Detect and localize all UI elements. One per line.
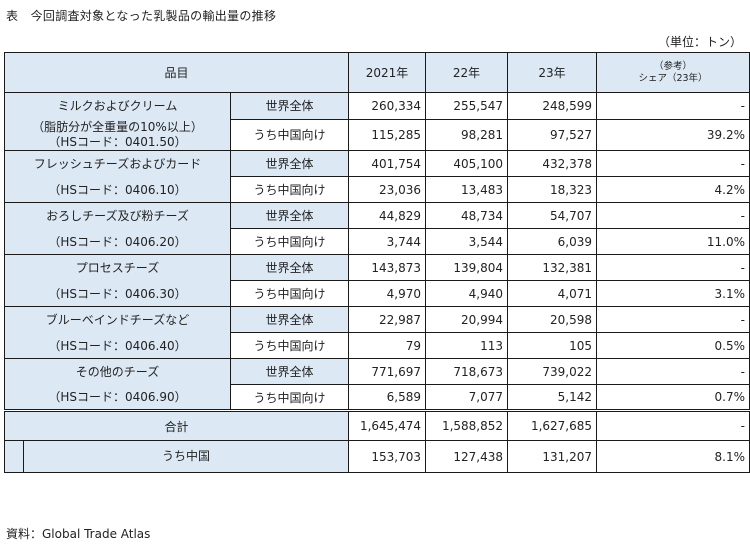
value-share: 3.1% bbox=[596, 280, 750, 307]
product-name: フレッシュチーズおよびカード bbox=[4, 150, 231, 177]
scope-world: 世界全体 bbox=[229, 202, 350, 229]
indent-spacer bbox=[5, 441, 23, 472]
scope-china: うち中国向け bbox=[229, 176, 350, 203]
value-22: 13,483 bbox=[425, 176, 509, 203]
value-23: 4,071 bbox=[507, 280, 598, 307]
product-detail: （脂肪分が全重量の10%以上） （HSコード：0401.50） bbox=[4, 119, 231, 151]
value-share: - bbox=[596, 306, 750, 333]
hs-code: （HSコード：0406.40） bbox=[4, 332, 231, 359]
header-23: 23年 bbox=[507, 52, 598, 93]
table-title: 表 今回調査対象となった乳製品の輸出量の推移 bbox=[6, 9, 277, 23]
value-share: 4.2% bbox=[596, 176, 750, 203]
value-2021: 3,744 bbox=[348, 228, 427, 255]
product-name: おろしチーズ及び粉チーズ bbox=[4, 202, 231, 229]
value-23: 132,381 bbox=[507, 254, 598, 281]
header-2021: 2021年 bbox=[348, 52, 427, 93]
value-2021: 22,987 bbox=[348, 306, 427, 333]
value-share: - bbox=[596, 254, 750, 281]
scope-world: 世界全体 bbox=[229, 254, 350, 281]
scope-china: うち中国向け bbox=[229, 332, 350, 359]
scope-world: 世界全体 bbox=[229, 92, 350, 120]
china-total-2021: 153,703 bbox=[348, 440, 427, 473]
value-22: 139,804 bbox=[425, 254, 509, 281]
china-total-22: 127,438 bbox=[425, 440, 509, 473]
product-name: その他のチーズ bbox=[4, 358, 231, 385]
product-name-line2: （脂肪分が全重量の10%以上） bbox=[32, 120, 203, 134]
total-label: 合計 bbox=[3, 409, 350, 441]
value-2021: 4,970 bbox=[348, 280, 427, 307]
scope-china: うち中国向け bbox=[229, 228, 350, 255]
value-22: 718,673 bbox=[425, 358, 509, 385]
scope-china: うち中国向け bbox=[229, 384, 350, 411]
value-22: 255,547 bbox=[425, 92, 509, 120]
hs-code: （HSコード：0401.50） bbox=[48, 135, 187, 149]
value-22: 7,077 bbox=[425, 384, 509, 411]
value-23: 20,598 bbox=[507, 306, 598, 333]
value-share: - bbox=[596, 150, 750, 177]
total-share: - bbox=[596, 409, 750, 441]
value-23: 432,378 bbox=[507, 150, 598, 177]
value-23: 105 bbox=[507, 332, 598, 359]
china-total-label-cell: うち中国 bbox=[3, 440, 350, 473]
value-2021: 6,589 bbox=[348, 384, 427, 411]
header-share: （参考） シェア（23年） bbox=[596, 52, 750, 93]
china-total-label: うち中国 bbox=[23, 441, 348, 472]
value-share: 11.0% bbox=[596, 228, 750, 255]
value-23: 739,022 bbox=[507, 358, 598, 385]
value-share: 39.2% bbox=[596, 118, 750, 151]
value-22: 4,940 bbox=[425, 280, 509, 307]
value-23: 5,142 bbox=[507, 384, 598, 411]
value-22: 405,100 bbox=[425, 150, 509, 177]
china-total-23: 131,207 bbox=[507, 440, 598, 473]
scope-world: 世界全体 bbox=[229, 358, 350, 385]
value-2021: 44,829 bbox=[348, 202, 427, 229]
value-share: - bbox=[596, 202, 750, 229]
china-total-share: 8.1% bbox=[596, 440, 750, 473]
value-22: 3,544 bbox=[425, 228, 509, 255]
value-2021: 143,873 bbox=[348, 254, 427, 281]
header-item: 品目 bbox=[3, 52, 350, 93]
scope-world: 世界全体 bbox=[229, 150, 350, 177]
value-2021: 771,697 bbox=[348, 358, 427, 385]
total-2021: 1,645,474 bbox=[348, 409, 427, 441]
value-22: 48,734 bbox=[425, 202, 509, 229]
value-22: 98,281 bbox=[425, 118, 509, 151]
unit-label: （単位：トン） bbox=[657, 35, 742, 49]
hs-code: （HSコード：0406.90） bbox=[4, 384, 231, 411]
scope-china: うち中国向け bbox=[229, 280, 350, 307]
total-22: 1,588,852 bbox=[425, 409, 509, 441]
value-share: - bbox=[596, 92, 750, 120]
value-2021: 79 bbox=[348, 332, 427, 359]
value-share: 0.7% bbox=[596, 384, 750, 411]
product-name: プロセスチーズ bbox=[4, 254, 231, 281]
header-share-line2: シェア（23年） bbox=[638, 72, 708, 84]
value-2021: 23,036 bbox=[348, 176, 427, 203]
product-name-line1: ミルクおよびクリーム bbox=[57, 99, 178, 113]
value-23: 6,039 bbox=[507, 228, 598, 255]
hs-code: （HSコード：0406.30） bbox=[4, 280, 231, 307]
value-2021: 401,754 bbox=[348, 150, 427, 177]
value-22: 113 bbox=[425, 332, 509, 359]
value-23: 54,707 bbox=[507, 202, 598, 229]
value-23: 18,323 bbox=[507, 176, 598, 203]
header-22: 22年 bbox=[425, 52, 509, 93]
value-share: - bbox=[596, 358, 750, 385]
total-23: 1,627,685 bbox=[507, 409, 598, 441]
value-23: 248,599 bbox=[507, 92, 598, 120]
hs-code: （HSコード：0406.20） bbox=[4, 228, 231, 255]
value-share: 0.5% bbox=[596, 332, 750, 359]
source-note: 資料：Global Trade Atlas bbox=[6, 527, 151, 541]
scope-world: 世界全体 bbox=[229, 306, 350, 333]
scope-china: うち中国向け bbox=[229, 118, 350, 151]
product-name: ミルクおよびクリーム bbox=[4, 92, 231, 119]
export-volume-table: 品目 2021年 22年 23年 （参考） シェア（23年） ミルクおよびクリー… bbox=[3, 52, 750, 473]
value-22: 20,994 bbox=[425, 306, 509, 333]
header-share-line1: （参考） bbox=[654, 60, 693, 72]
hs-code: （HSコード：0406.10） bbox=[4, 176, 231, 203]
value-23: 97,527 bbox=[507, 118, 598, 151]
product-name: ブルーベインドチーズなど bbox=[4, 306, 231, 333]
value-2021: 260,334 bbox=[348, 92, 427, 120]
value-2021: 115,285 bbox=[348, 118, 427, 151]
